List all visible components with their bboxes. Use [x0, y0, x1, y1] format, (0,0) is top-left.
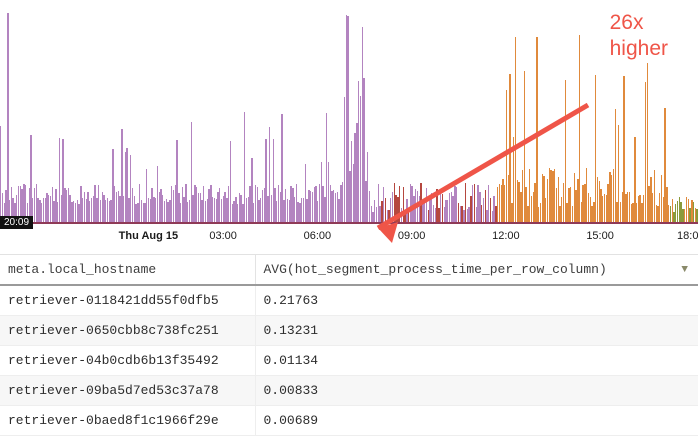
axis-tick-label: 18:00: [677, 230, 698, 242]
avg-value-cell: 0.01134: [255, 346, 698, 376]
table-row[interactable]: retriever-04b0cdb6b13f35492 0.01134: [0, 346, 698, 376]
hostname-cell: retriever-0650cbb8c738fc251: [0, 316, 255, 346]
table-row[interactable]: retriever-0baed8f1c1966f29e 0.00689: [0, 406, 698, 436]
chart-start-label: 20:09: [0, 216, 33, 229]
table-header-row: meta.local_hostname AVG(hot_segment_proc…: [0, 255, 698, 285]
avg-value-cell: 0.00833: [255, 376, 698, 406]
dashboard-root: 20:09 Thu Aug 15 03:00 06:00 09:00 12:00 15:0…: [0, 0, 698, 438]
chart-spike-bar: [565, 80, 566, 222]
table-row[interactable]: retriever-0118421dd55f0dfb5 0.21763: [0, 285, 698, 316]
column-header-avg[interactable]: AVG(hot_segment_process_time_per_row_col…: [255, 255, 698, 285]
avg-value-cell: 0.21763: [255, 285, 698, 316]
chart-spike-bar: [509, 74, 510, 222]
annotation-26x-higher: 26x higher: [610, 10, 668, 63]
axis-tick-label: Thu Aug 15: [119, 230, 178, 242]
table-body: retriever-0118421dd55f0dfb5 0.21763 retrie…: [0, 285, 698, 436]
axis-tick-label: 06:00: [304, 230, 332, 242]
table-row[interactable]: retriever-09ba5d7ed53c37a78 0.00833: [0, 376, 698, 406]
table-row[interactable]: retriever-0650cbb8c738fc251 0.13231: [0, 316, 698, 346]
axis-tick-label: 15:00: [586, 230, 614, 242]
chart-axis-line: [0, 222, 698, 224]
sort-desc-icon[interactable]: ▼: [681, 264, 688, 276]
axis-tick-label: 09:00: [398, 230, 426, 242]
hostname-cell: retriever-09ba5d7ed53c37a78: [0, 376, 255, 406]
hostname-cell: retriever-04b0cdb6b13f35492: [0, 346, 255, 376]
results-table-panel: meta.local_hostname AVG(hot_segment_proc…: [0, 255, 698, 438]
chart-spike-bar: [579, 35, 580, 222]
chart-axis-labels: Thu Aug 15 03:00 06:00 09:00 12:00 15:00 18:00: [0, 230, 698, 255]
chart-bars-container: [0, 0, 698, 222]
axis-tick-label: 12:00: [492, 230, 520, 242]
avg-value-cell: 0.00689: [255, 406, 698, 436]
avg-value-cell: 0.13231: [255, 316, 698, 346]
chart-spike-bar: [536, 37, 537, 222]
column-header-hostname[interactable]: meta.local_hostname: [0, 255, 255, 285]
hostname-cell: retriever-0118421dd55f0dfb5: [0, 285, 255, 316]
axis-tick-label: 03:00: [209, 230, 237, 242]
timeseries-chart-panel: 20:09 Thu Aug 15 03:00 06:00 09:00 12:00 15:0…: [0, 0, 698, 255]
hostname-cell: retriever-0baed8f1c1966f29e: [0, 406, 255, 436]
results-table: meta.local_hostname AVG(hot_segment_proc…: [0, 255, 698, 436]
chart-spike-bar: [7, 13, 8, 222]
